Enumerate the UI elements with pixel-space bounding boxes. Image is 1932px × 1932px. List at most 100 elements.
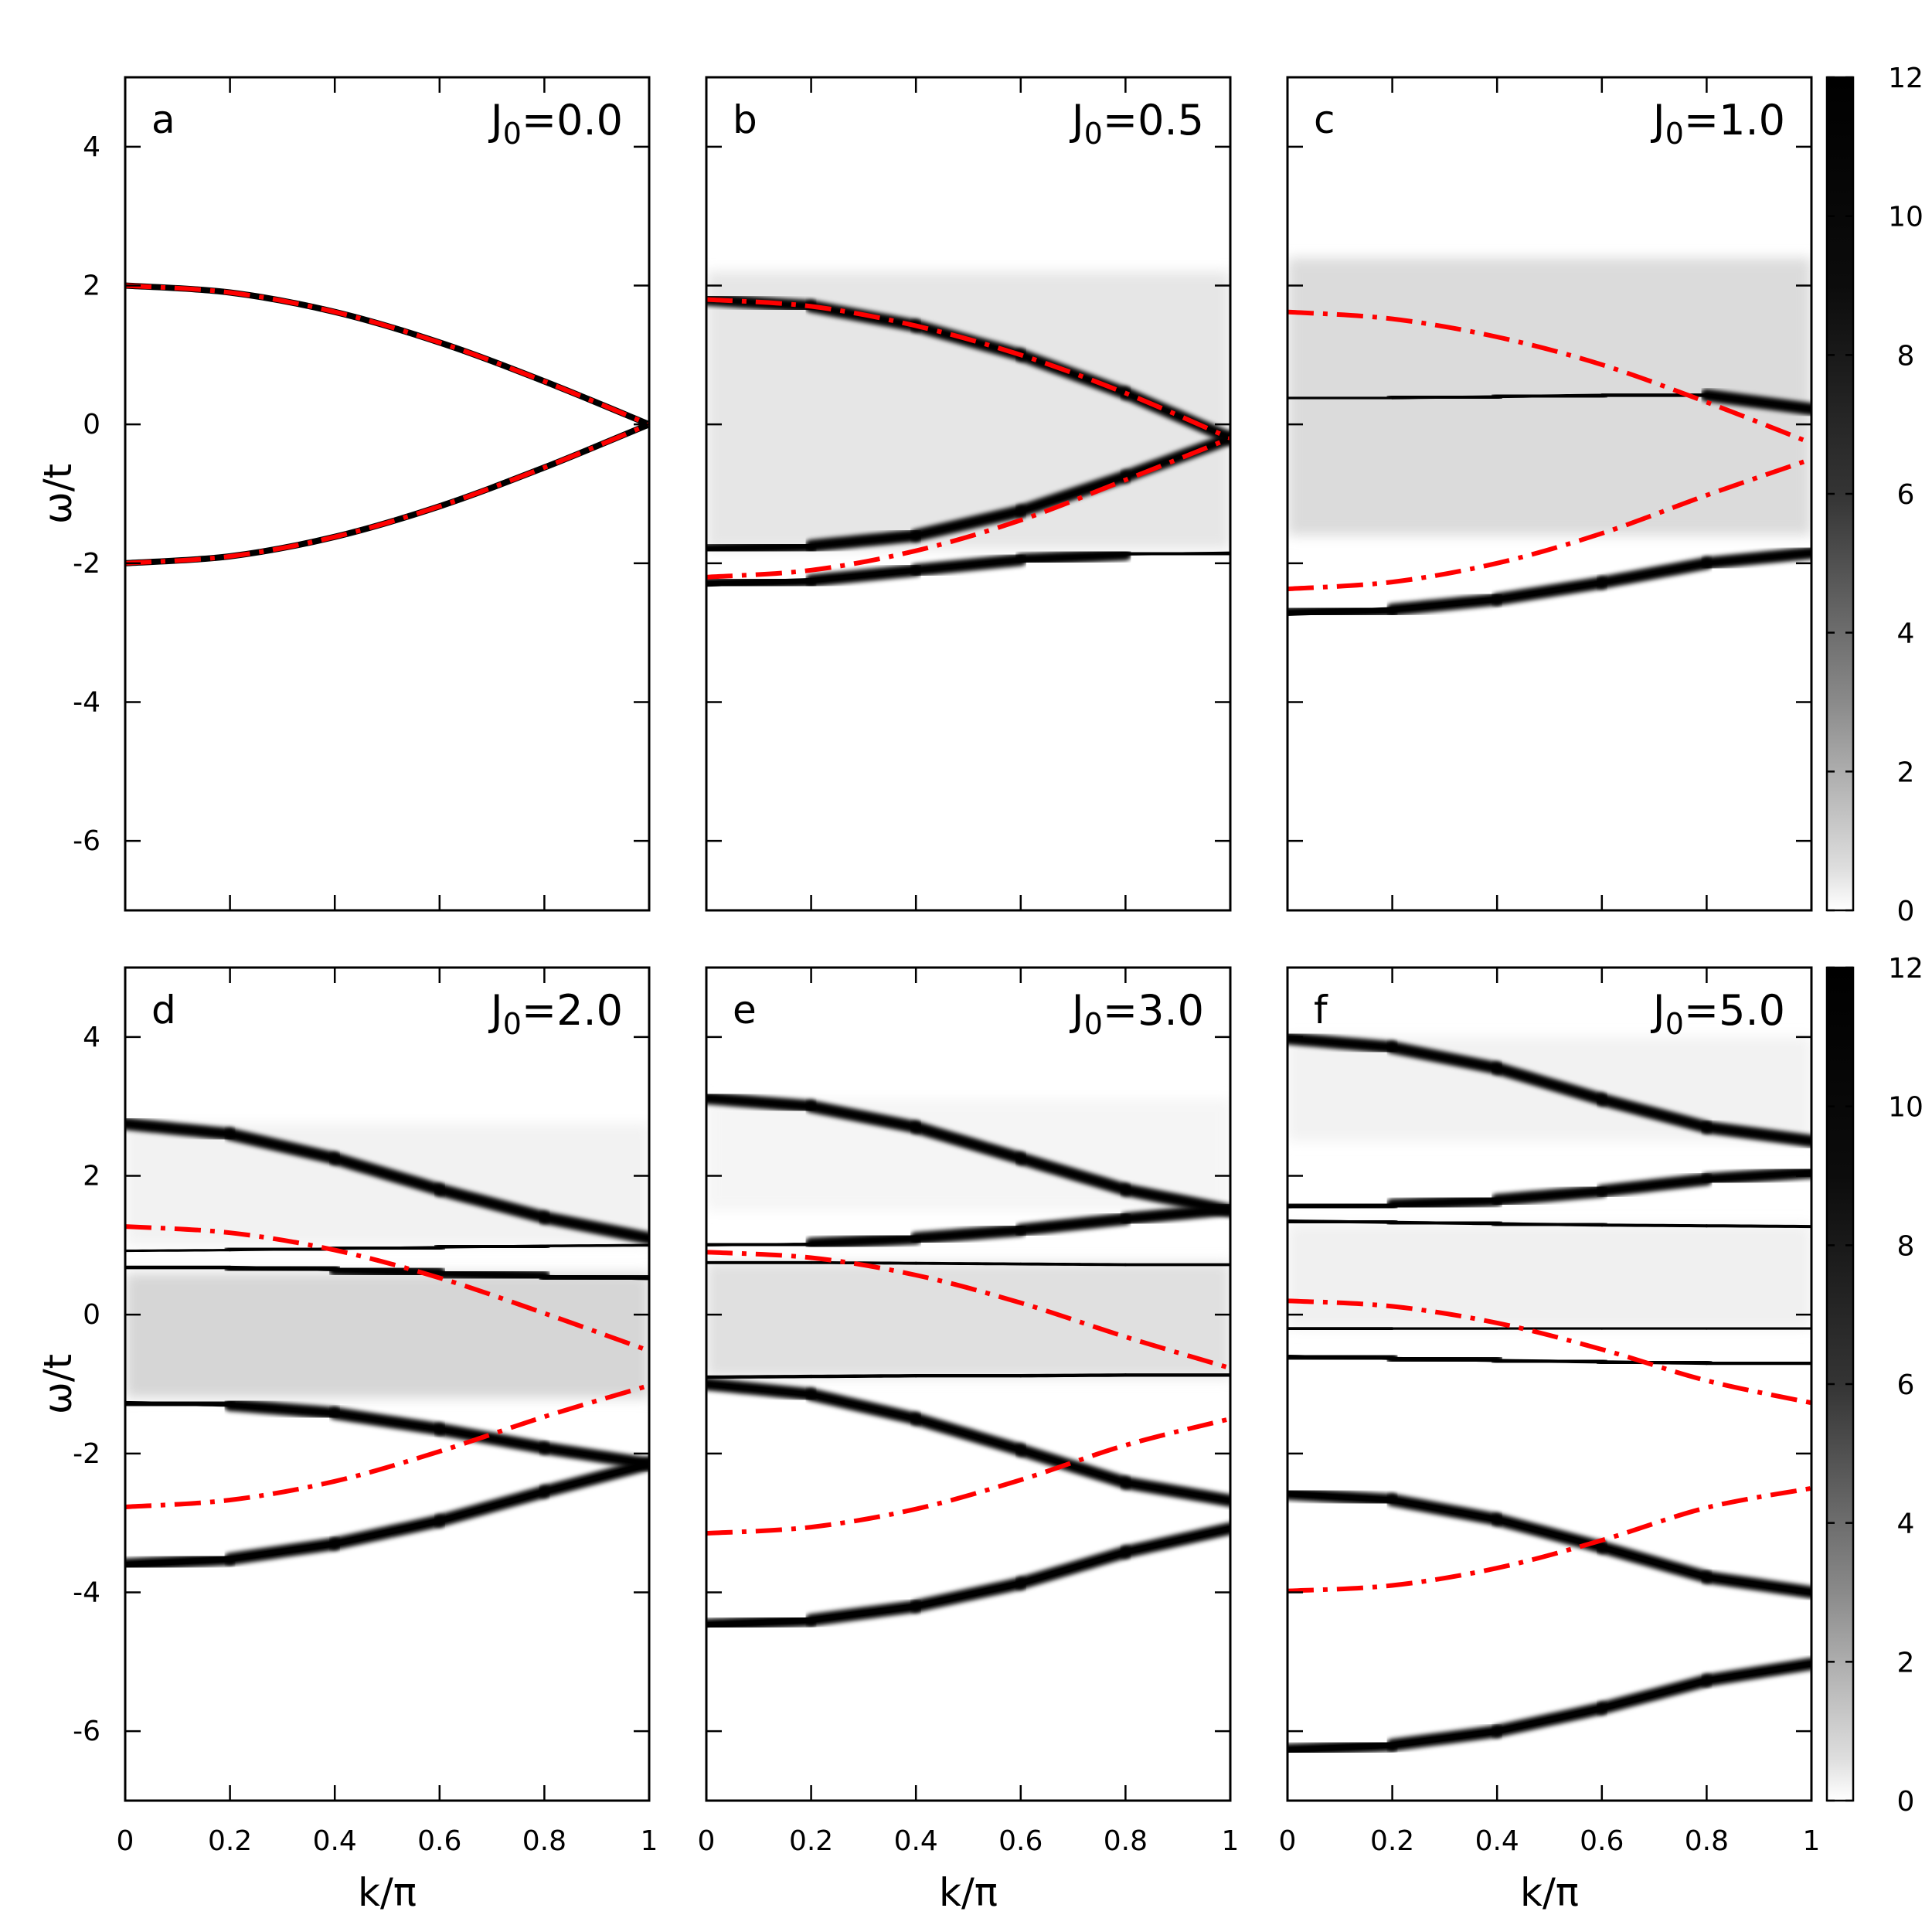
band-core-c-2-2: [1390, 395, 1498, 400]
panel-parameter: J0=0.0: [488, 96, 623, 151]
band-a-1: [125, 282, 649, 428]
band-core-c-1-4: [1600, 561, 1709, 585]
band-core-b-3-2: [809, 533, 918, 548]
band-c-2: [1287, 389, 1811, 416]
band-core-e-6-2: [809, 1104, 917, 1129]
band-core-f-2-1: [1287, 1491, 1395, 1503]
panel-letter: a: [151, 97, 175, 142]
panel-letter: b: [733, 97, 757, 142]
band-core-f-1-2: [1389, 1728, 1500, 1748]
band-core-d-3-2: [228, 1265, 337, 1272]
panel-parameter: J0=5.0: [1651, 986, 1785, 1041]
panel-parameter: J0=2.0: [488, 986, 623, 1041]
band-core-e-1-5: [1123, 1526, 1230, 1555]
band-core-d-1-4: [437, 1488, 547, 1524]
band-c-1: [1287, 546, 1811, 620]
band-core-e-2-5: [1123, 1480, 1230, 1503]
y-tick-label: 2: [83, 1161, 100, 1192]
band-core-f-2-2: [1389, 1497, 1500, 1522]
band-core-f-5-3: [1495, 1222, 1604, 1227]
x-tick-label: 0.6: [1580, 1825, 1624, 1857]
band-core-f-1-3: [1494, 1706, 1605, 1734]
colorbar-tick-label: 8: [1897, 1230, 1915, 1262]
x-tick-label: 1: [641, 1825, 658, 1857]
panel-parameter: J0=1.0: [1651, 96, 1785, 151]
band-core-d-2-2: [228, 1403, 337, 1416]
colorbars: 12 10 8 6 4 2 0 12 10 8 6 4 2 0: [1825, 63, 1923, 1818]
band-core-d-2-5: [542, 1446, 649, 1466]
band-core-d-3-4: [437, 1271, 546, 1278]
x-tick-label: 0.8: [1104, 1825, 1148, 1857]
band-core-f-1-4: [1599, 1678, 1709, 1711]
colorbar-tick-label: 6: [1897, 479, 1915, 511]
band-core-e-6-3: [914, 1125, 1022, 1160]
band-core-f-3-3: [1495, 1359, 1604, 1364]
y-tick-label: -4: [73, 1577, 100, 1609]
band-f-6: [1287, 1166, 1811, 1213]
band-d-3: [125, 1261, 649, 1285]
band-core-d-4-3: [333, 1246, 441, 1250]
plot-area-a: [125, 282, 649, 566]
red-curve-a-1: [125, 283, 649, 427]
red-curve-c-2: [1287, 457, 1811, 592]
plot-area-c: [1287, 257, 1811, 620]
x-tick-label: 0.4: [313, 1825, 357, 1857]
band-e-3: [706, 1369, 1230, 1383]
x-tick-label: 0.8: [522, 1825, 566, 1857]
band-core-e-5-2: [809, 1236, 917, 1246]
band-core-e-5-4: [1019, 1217, 1128, 1232]
panel-f: 0 0.2 0.4 0.6 0.8 1 f J0=5.0 k/π: [1279, 966, 1820, 1915]
band-core-d-4-4: [438, 1244, 546, 1249]
band-core-f-6-2: [1390, 1199, 1499, 1207]
frame-a: [124, 76, 651, 912]
band-core-c-1-5: [1705, 551, 1811, 565]
band-core-f-6-4: [1600, 1177, 1709, 1193]
band-e-2: [706, 1378, 1230, 1507]
band-core-d-5-3: [333, 1157, 441, 1192]
red-curve-e-2: [706, 1416, 1230, 1536]
band-f-1: [1287, 1658, 1811, 1757]
red-curve-b-1: [706, 297, 1230, 440]
band-core-d-5-1: [125, 1122, 232, 1136]
band-core-d-2-3: [332, 1411, 442, 1431]
band-core-e-1-1: [706, 1617, 815, 1628]
colorbar-tick-label: 2: [1897, 1647, 1915, 1679]
band-core-f-7-2: [1390, 1046, 1499, 1070]
band-d-2: [125, 1396, 649, 1471]
band-core-f-3-1: [1287, 1355, 1394, 1360]
band-core-d-2-4: [437, 1427, 546, 1450]
panel-c: c J0=1.0: [1286, 76, 1813, 912]
plot-area-f: [1287, 1032, 1811, 1757]
panel-b: b J0=0.5: [705, 76, 1232, 912]
band-core-f-6-1: [1287, 1203, 1394, 1209]
y-tick-label: -4: [73, 687, 100, 719]
band-core-b-1-1: [706, 577, 814, 587]
band-core-d-3-5: [543, 1274, 649, 1281]
panel-a: 4 2 0 -2 -4 -6 a J0=0.0 ω/t: [36, 76, 651, 912]
band-e-6: [706, 1091, 1230, 1217]
x-tick-label: 0.8: [1685, 1825, 1729, 1857]
band-core-f-7-4: [1600, 1098, 1709, 1129]
x-axis-label: k/π: [1520, 1870, 1579, 1915]
band-core-d-4-1: [125, 1249, 232, 1253]
band-core-b-3-1: [706, 544, 813, 551]
band-core-b-3-4: [1019, 474, 1128, 513]
colorbar-tick-label: 6: [1897, 1369, 1915, 1401]
x-tick-label: 0.2: [789, 1825, 833, 1857]
red-curve-d-1: [125, 1224, 649, 1353]
continuum-f-2: [1287, 1224, 1811, 1329]
band-core-f-5-2: [1390, 1220, 1499, 1226]
band-core-d-5-5: [543, 1216, 649, 1240]
band-b-1: [706, 546, 1230, 590]
frame-b: [705, 76, 1232, 912]
band-core-e-5-3: [914, 1228, 1022, 1240]
band-core-e-1-4: [1018, 1549, 1128, 1587]
band-core-c-1-3: [1495, 580, 1604, 602]
plot-area-b: [706, 271, 1230, 590]
panel-parameter: J0=3.0: [1070, 986, 1204, 1041]
band-d-5: [125, 1117, 649, 1245]
band-core-b-3-3: [913, 509, 1023, 538]
continuum-e-2: [706, 1262, 1230, 1378]
band-core-f-3-4: [1600, 1360, 1709, 1366]
band-f-3: [1287, 1350, 1811, 1370]
